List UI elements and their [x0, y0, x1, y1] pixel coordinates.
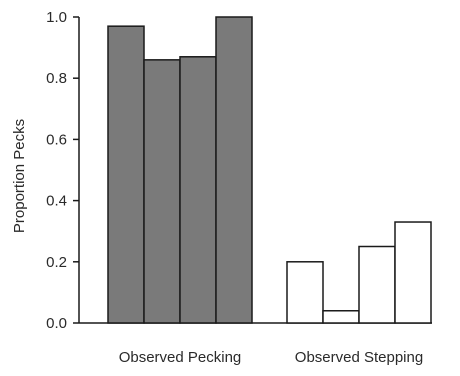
bar-stepping-2 [322, 310, 360, 324]
y-tick-label: 0.4 [46, 193, 67, 210]
y-ticks: 0.0 0.2 0.4 0.6 0.8 1.0 [46, 9, 79, 332]
category-labels: Observed Pecking Observed Stepping [119, 349, 424, 366]
bar-pecking-4 [215, 16, 253, 324]
bar-stepping-3 [358, 245, 396, 324]
y-tick-label: 0.6 [46, 131, 67, 148]
bar-pecking-2 [143, 59, 181, 324]
category-label: Observed Pecking [119, 349, 242, 366]
bar-stepping-1 [286, 261, 324, 324]
bar-stepping-4 [394, 221, 432, 324]
y-tick-label: 0.8 [46, 70, 67, 87]
bar-pecking-3 [179, 56, 217, 324]
y-axis-title: Proportion Pecks [11, 119, 28, 233]
y-tick-label: 1.0 [46, 9, 67, 26]
bars [107, 16, 432, 324]
y-tick-label: 0.2 [46, 254, 67, 271]
y-tick-label: 0.0 [46, 315, 67, 332]
category-label: Observed Stepping [295, 349, 423, 366]
bar-pecking-1 [107, 25, 145, 324]
